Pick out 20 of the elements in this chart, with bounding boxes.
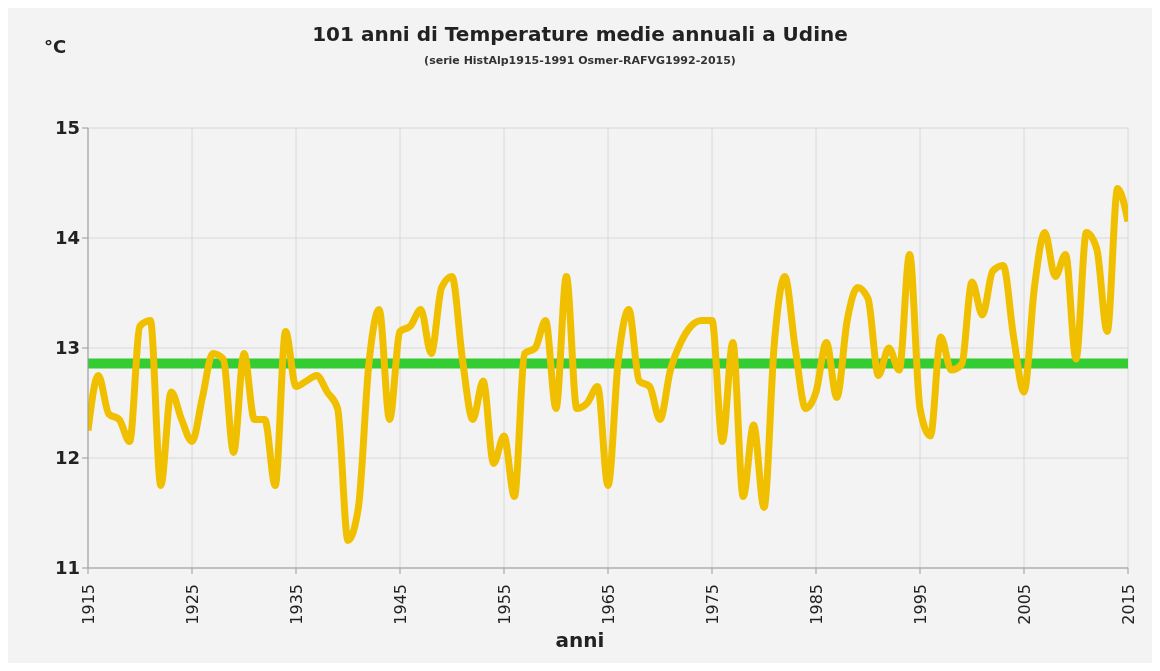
y-tick-label: 12 [54,447,80,469]
chart-title: 101 anni di Temperature medie annuali a Udine [312,22,848,46]
y-tick-label: 11 [54,557,80,579]
x-tick-label: 1995 [910,584,930,625]
y-tick-label: 13 [54,337,80,359]
y-axis-title: °C [44,36,67,57]
x-tick-label: 2005 [1014,584,1034,625]
x-tick-label: 1985 [806,584,826,625]
x-tick-label: 1945 [390,584,410,625]
chart-subtitle: (serie HistAlp1915-1991 Osmer-RAFVG1992-2015) [424,54,736,67]
y-tick-label: 15 [54,117,80,139]
x-tick-label: 2015 [1118,584,1138,625]
x-tick-label: 1925 [182,584,202,625]
x-axis-title: anni [554,628,606,652]
x-tick-label: 1955 [494,584,514,625]
x-tick-label: 1965 [598,584,618,625]
x-tick-label: 1935 [286,584,306,625]
y-tick-label: 14 [54,227,80,249]
x-tick-label: 1915 [78,584,98,625]
x-tick-label: 1975 [702,584,722,625]
